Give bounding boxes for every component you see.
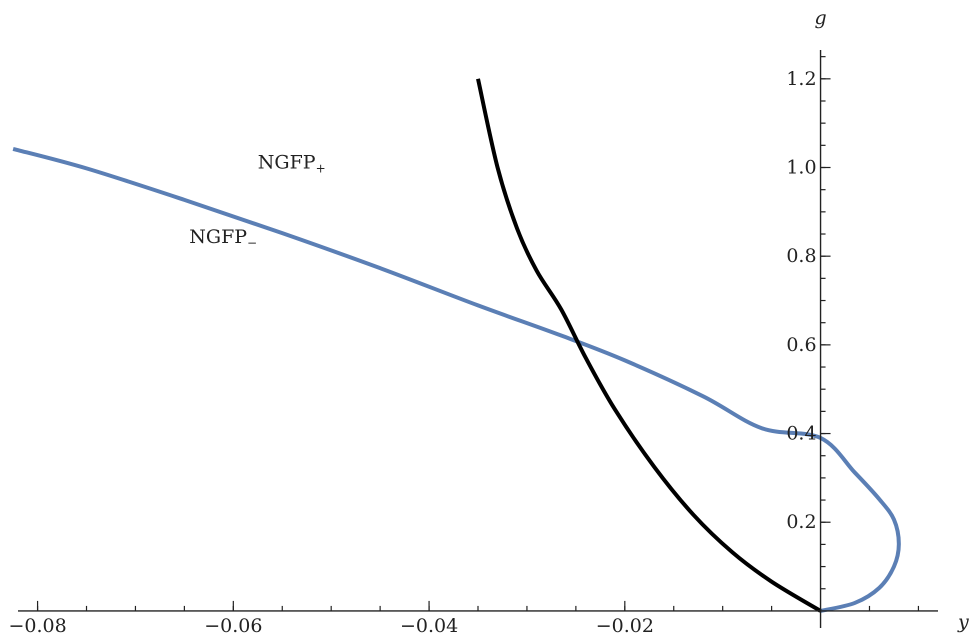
y-tick-label: 0.4: [786, 423, 816, 445]
y-axis-title: g: [814, 7, 826, 29]
x-tick-label: −0.08: [8, 615, 66, 637]
x-tick-label: −0.04: [400, 615, 458, 637]
y-tick-label: 1.0: [786, 157, 816, 179]
annotations-layer: NGFP+ NGFP−: [189, 151, 325, 249]
y-tick-label: 0.8: [786, 245, 816, 267]
x-axis-title: y: [957, 611, 969, 633]
x-tick-label: −0.06: [204, 615, 262, 637]
y-tick-label: 1.2: [786, 68, 816, 90]
annotation-label: NGFP+: [258, 151, 326, 175]
x-tick-label: −0.02: [596, 615, 654, 637]
series-line-1: [12, 146, 901, 613]
ticks-layer: −0.08 −0.06 −0.04 −0.02 0.2 0.4 0.6 0.8 1.0 1.2: [8, 56, 920, 637]
series-line-2: [476, 78, 822, 613]
annotation-label: NGFP−: [189, 226, 257, 250]
y-tick-label: 0.6: [786, 334, 816, 356]
series-layer: [12, 78, 901, 613]
y-tick-label: 0.2: [786, 511, 816, 533]
